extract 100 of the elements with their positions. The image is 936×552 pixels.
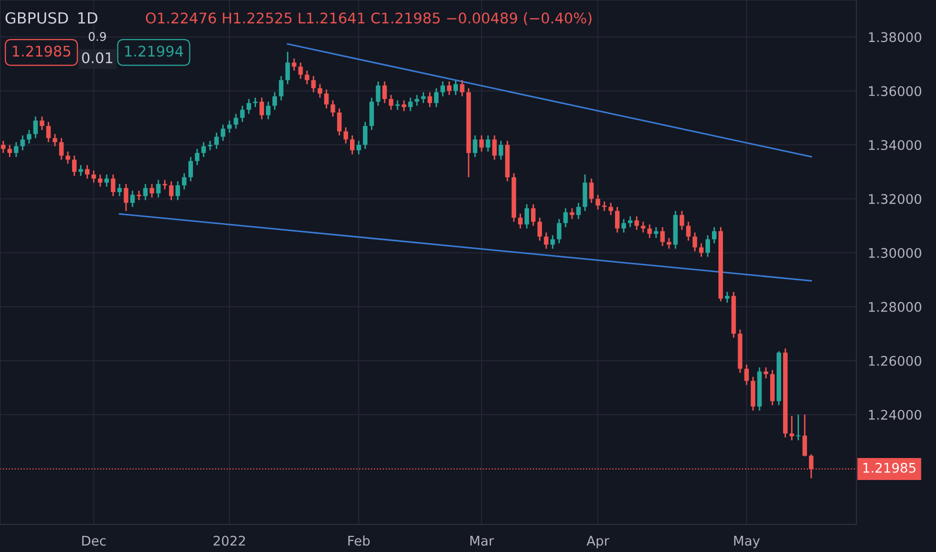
candlestick xyxy=(556,218,562,244)
y-tick-label: 1.36000 xyxy=(869,86,922,96)
candlestick xyxy=(91,170,96,184)
candlestick xyxy=(104,174,109,188)
candlestick xyxy=(227,120,232,134)
candlestick xyxy=(680,210,684,231)
candlestick xyxy=(356,140,361,155)
annotation: 1.21985 xyxy=(12,46,70,57)
candlestick xyxy=(344,126,348,144)
candlestick xyxy=(278,75,284,102)
x-tick-label: Dec xyxy=(82,536,106,546)
x-tick-label: Apr xyxy=(586,536,610,548)
x-tick-label: 2022 xyxy=(214,536,245,546)
candlestick xyxy=(421,92,426,104)
candlestick xyxy=(764,366,768,379)
candlestick xyxy=(706,234,710,258)
candlestick xyxy=(150,183,154,198)
candlestick xyxy=(110,174,116,197)
y-tick-label: 1.30000 xyxy=(869,248,922,258)
candlestick xyxy=(460,79,464,97)
candlestick xyxy=(640,221,646,234)
candlestick xyxy=(240,105,245,123)
candlestick xyxy=(298,62,303,80)
candlestick xyxy=(712,226,716,244)
candlestick xyxy=(408,96,413,112)
candlestick xyxy=(66,150,70,164)
candlestick xyxy=(446,80,452,96)
candlestick xyxy=(596,194,600,210)
candlestick xyxy=(699,242,704,258)
candlestick xyxy=(182,172,186,190)
candlestick xyxy=(414,94,420,106)
candlestick xyxy=(428,92,432,108)
y-tick-label: 1.32000 xyxy=(869,194,922,204)
candlestick xyxy=(169,180,174,201)
candlestick xyxy=(201,141,206,158)
candlestick xyxy=(156,179,161,198)
candlestick xyxy=(194,148,200,166)
candlestick xyxy=(530,204,536,226)
candlestick xyxy=(46,121,51,143)
candlestick xyxy=(686,221,691,242)
candlestick xyxy=(260,96,264,120)
candlestick xyxy=(472,134,478,158)
candlestick xyxy=(524,204,530,230)
candlestick xyxy=(621,218,626,234)
candlestick xyxy=(143,183,148,201)
candlestick xyxy=(318,83,322,98)
y-tick-label: 1.34000 xyxy=(869,140,922,150)
candlestick xyxy=(98,174,102,188)
candlestick xyxy=(14,141,18,158)
candlestick xyxy=(790,415,794,441)
candlestick xyxy=(615,206,620,234)
candlestick xyxy=(330,100,336,118)
candlestick xyxy=(72,154,77,177)
candlestick xyxy=(382,80,387,104)
candlestick xyxy=(337,108,342,136)
candlestick xyxy=(7,144,12,158)
candlestick xyxy=(362,121,368,150)
y-tick-label: 1.24000 xyxy=(869,410,922,420)
candlestick xyxy=(602,200,607,212)
candlestick xyxy=(802,414,807,458)
x-tick-label: May xyxy=(734,536,760,548)
candlestick xyxy=(498,140,504,160)
candlestick xyxy=(52,133,58,147)
candlestick xyxy=(453,79,458,96)
candlestick xyxy=(324,88,329,110)
candlestick xyxy=(26,129,32,144)
candlestick xyxy=(402,100,406,112)
text: 1D xyxy=(78,12,98,24)
candlestick xyxy=(589,178,594,204)
candlestick xyxy=(440,80,446,97)
candlestick xyxy=(724,291,730,304)
annotation: 0.9 xyxy=(88,32,106,41)
candlestick xyxy=(654,226,658,239)
candlestick xyxy=(130,190,135,208)
candlestick xyxy=(744,364,749,386)
candlestick xyxy=(608,202,614,216)
candlestick xyxy=(124,183,128,212)
candlestick xyxy=(492,134,497,160)
candlestick xyxy=(0,140,6,154)
candlestick xyxy=(628,216,632,228)
candlestick xyxy=(563,208,568,228)
candlestick xyxy=(59,137,64,160)
candlestick xyxy=(692,232,698,252)
x-tick-label: Feb xyxy=(348,536,370,546)
candlestick xyxy=(78,164,84,177)
candlestick xyxy=(479,134,484,152)
candlestick xyxy=(486,134,490,152)
candlestick xyxy=(85,164,90,180)
candlestick xyxy=(272,92,277,110)
candlestick xyxy=(576,202,581,220)
candlestick xyxy=(266,101,271,120)
candlestick xyxy=(117,183,122,197)
candlestick xyxy=(220,124,226,142)
x-tick-label: Mar xyxy=(470,536,494,546)
candlestick xyxy=(376,80,380,106)
annotation: 0.01 xyxy=(82,52,112,64)
candlestick xyxy=(544,232,548,250)
candlestick xyxy=(20,134,25,151)
candlestick xyxy=(634,216,639,231)
y-tick-label: 1.28000 xyxy=(869,302,922,312)
